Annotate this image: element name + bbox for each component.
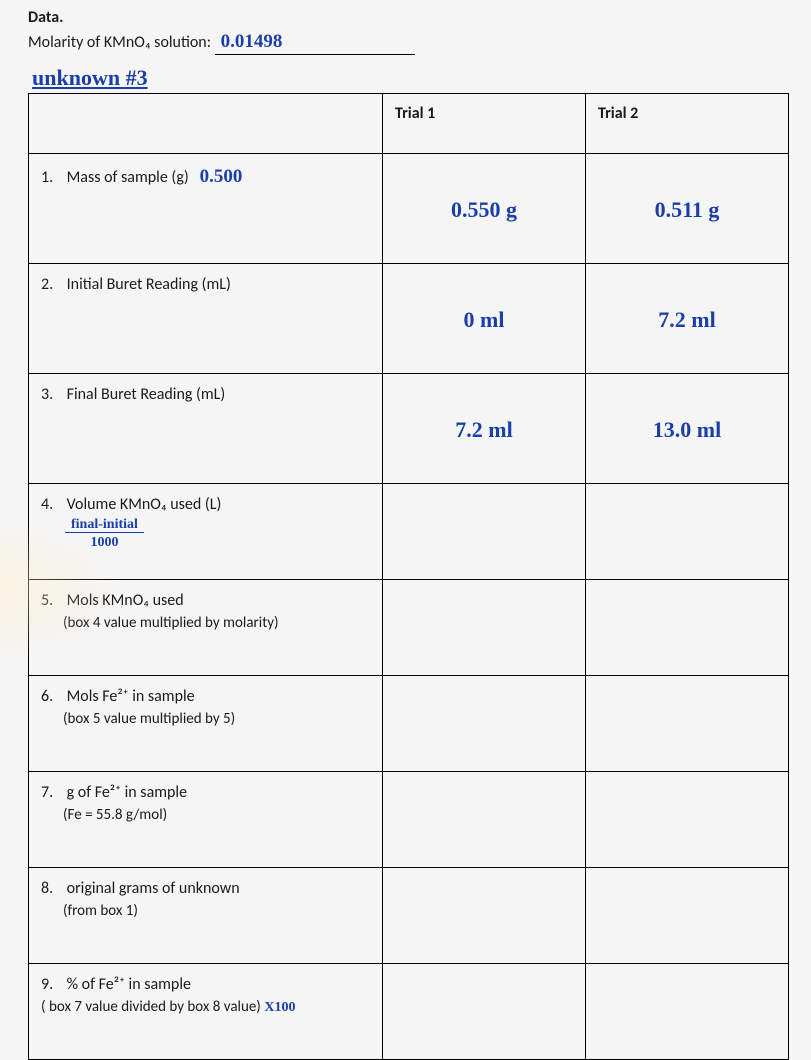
- row4-fraction: final-initial 1000: [65, 516, 144, 554]
- row-num: 5.: [41, 590, 63, 612]
- row6-trial1: [383, 676, 586, 772]
- row-label: Initial Buret Reading (mL): [67, 275, 231, 294]
- row-label: Mass of sample (g): [67, 168, 189, 187]
- row1-trial2: 0.511 g: [586, 154, 789, 264]
- table-row: 8. original grams of unknown (from box 1…: [29, 868, 789, 964]
- molarity-value: 0.01498: [215, 31, 415, 55]
- row8-trial2: [586, 868, 789, 964]
- cell-value: 0 ml: [464, 307, 505, 332]
- unknown-title-text: unknown #3: [32, 65, 148, 90]
- row8-desc: 8. original grams of unknown (from box 1…: [29, 868, 383, 964]
- header-row: Trial 1 Trial 2: [29, 94, 789, 154]
- row6-trial2: [586, 676, 789, 772]
- table-row: 4. Volume KMnO₄ used (L) final-initial 1…: [29, 484, 789, 580]
- molarity-line: Molarity of KMnO₄ solution: 0.01498: [28, 31, 791, 55]
- row3-trial1: 7.2 ml: [383, 374, 586, 484]
- row-subnote: (Fe = 55.8 g/mol): [41, 806, 167, 824]
- row1-desc: 1. Mass of sample (g) 0.500: [29, 154, 383, 264]
- fraction-bottom: 1000: [84, 535, 124, 550]
- row8-trial1: [383, 868, 586, 964]
- data-heading: Data.: [28, 8, 791, 27]
- row7-trial2: [586, 772, 789, 868]
- row-subnote: (box 4 value multiplied by molarity): [41, 614, 279, 632]
- row-label: Final Buret Reading (mL): [67, 385, 226, 404]
- table-row: 5. Mols KMnO₄ used (box 4 value multipli…: [29, 580, 789, 676]
- row-label: % of Fe²⁺ in sample: [67, 975, 191, 994]
- row7-trial1: [383, 772, 586, 868]
- row-num: 9.: [41, 974, 63, 996]
- cell-value: 13.0 ml: [653, 417, 721, 442]
- row4-desc: 4. Volume KMnO₄ used (L) final-initial 1…: [29, 484, 383, 580]
- row-num: 1.: [41, 167, 63, 189]
- row-subnote: ( box 7 value divided by box 8 value) X1…: [41, 998, 295, 1016]
- row-subnote: (box 5 value multiplied by 5): [41, 710, 235, 728]
- cell-value: 7.2 ml: [658, 307, 715, 332]
- row-label: Mols KMnO₄ used: [67, 591, 184, 610]
- row-num: 6.: [41, 686, 63, 708]
- row-label: original grams of unknown: [67, 879, 240, 898]
- cell-value: 0.511 g: [655, 197, 720, 222]
- row-label: Mols Fe²⁺ in sample: [67, 687, 195, 706]
- row9-desc: 9. % of Fe²⁺ in sample ( box 7 value div…: [29, 964, 383, 1060]
- row-num: 7.: [41, 782, 63, 804]
- fraction-top: final-initial: [65, 517, 144, 533]
- header-blank: [29, 94, 383, 154]
- row5-desc: 5. Mols KMnO₄ used (box 4 value multipli…: [29, 580, 383, 676]
- row-label: g of Fe²⁺ in sample: [67, 783, 187, 802]
- row2-trial2: 7.2 ml: [586, 264, 789, 374]
- row5-trial1: [383, 580, 586, 676]
- table-row: 1. Mass of sample (g) 0.500 0.550 g 0.51…: [29, 154, 789, 264]
- header-trial2: Trial 2: [586, 94, 789, 154]
- row-num: 2.: [41, 274, 63, 296]
- table-row: 9. % of Fe²⁺ in sample ( box 7 value div…: [29, 964, 789, 1060]
- row-num: 8.: [41, 878, 63, 900]
- row7-desc: 7. g of Fe²⁺ in sample (Fe = 55.8 g/mol): [29, 772, 383, 868]
- row5-trial2: [586, 580, 789, 676]
- row6-desc: 6. Mols Fe²⁺ in sample (box 5 value mult…: [29, 676, 383, 772]
- molarity-label: Molarity of KMnO₄ solution:: [28, 33, 211, 52]
- header-trial1: Trial 1: [383, 94, 586, 154]
- unknown-title: unknown #3: [28, 65, 791, 91]
- row9-sub-hand: X100: [261, 1000, 296, 1015]
- row9-trial1: [383, 964, 586, 1060]
- row-label: Volume KMnO₄ used (L): [67, 495, 222, 514]
- row-num: 3.: [41, 384, 63, 406]
- row4-trial1: [383, 484, 586, 580]
- row1-trial1: 0.550 g: [383, 154, 586, 264]
- row3-desc: 3. Final Buret Reading (mL): [29, 374, 383, 484]
- row9-trial2: [586, 964, 789, 1060]
- table-row: 6. Mols Fe²⁺ in sample (box 5 value mult…: [29, 676, 789, 772]
- table-row: 2. Initial Buret Reading (mL) 0 ml 7.2 m…: [29, 264, 789, 374]
- cell-value: 0.550 g: [451, 197, 517, 222]
- row-subnote: (from box 1): [41, 902, 138, 920]
- table-row: 7. g of Fe²⁺ in sample (Fe = 55.8 g/mol): [29, 772, 789, 868]
- row-num: 4.: [41, 494, 63, 516]
- data-table: Trial 1 Trial 2 1. Mass of sample (g) 0.…: [28, 93, 789, 1060]
- row3-trial2: 13.0 ml: [586, 374, 789, 484]
- cell-value: 7.2 ml: [455, 417, 512, 442]
- row2-desc: 2. Initial Buret Reading (mL): [29, 264, 383, 374]
- row1-annotation: 0.500: [200, 166, 243, 187]
- row9-sub-prefix: ( box 7 value divided by box 8 value): [41, 998, 261, 1016]
- table-row: 3. Final Buret Reading (mL) 7.2 ml 13.0 …: [29, 374, 789, 484]
- row4-trial2: [586, 484, 789, 580]
- row2-trial1: 0 ml: [383, 264, 586, 374]
